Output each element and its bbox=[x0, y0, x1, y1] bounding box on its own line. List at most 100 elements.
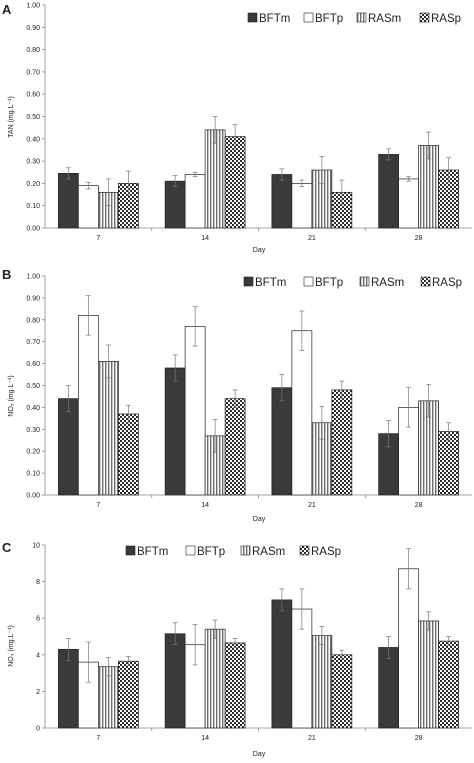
x-tick-label: 7 bbox=[96, 235, 100, 242]
chart-panel-c: NO₃ (mg.L⁻¹) Day BFTm BFTp RASm RASp 0 2 4… bbox=[8, 543, 472, 758]
bar-bftm bbox=[378, 647, 399, 729]
x-axis-title: Day bbox=[253, 751, 266, 758]
legend: BFTm BFTp RASm RASp bbox=[243, 276, 462, 289]
legend-swatch-bftm bbox=[125, 545, 136, 556]
bar-bftm bbox=[271, 599, 293, 729]
bar-bftm bbox=[58, 398, 79, 496]
legend-label-rasp: RASp bbox=[432, 277, 462, 289]
legend-label-bftp: BFTp bbox=[197, 546, 225, 558]
bar-bftp bbox=[78, 185, 99, 229]
x-tick-label: 14 bbox=[201, 735, 209, 742]
panel-letter-b: B bbox=[2, 267, 11, 282]
bar-rasm bbox=[418, 620, 439, 729]
y-tick-label: 0.10 bbox=[26, 203, 40, 210]
x-axis-title: Day bbox=[253, 247, 266, 254]
bar-bftp bbox=[398, 568, 419, 729]
y-tick-label: 0.60 bbox=[26, 92, 40, 99]
legend-label-bftm: BFTm bbox=[259, 13, 290, 25]
bar-rasm bbox=[204, 129, 226, 229]
x-tick-label: 28 bbox=[415, 235, 423, 242]
legend-label-rasm: RASm bbox=[371, 277, 404, 289]
bar-bftm bbox=[164, 180, 186, 229]
y-tick-label: 0.80 bbox=[26, 47, 40, 54]
x-tick-label: 14 bbox=[201, 502, 209, 509]
legend-swatch-rasm bbox=[240, 545, 251, 556]
y-tick-label: 6 bbox=[36, 616, 40, 623]
legend-swatch-rasp bbox=[420, 276, 431, 287]
y-tick-label: 0.70 bbox=[26, 339, 40, 346]
legend-label-bftm: BFTm bbox=[137, 546, 168, 558]
x-tick-label: 7 bbox=[96, 502, 100, 509]
y-tick-label: 0 bbox=[36, 726, 40, 733]
panel-letter-a: A bbox=[2, 2, 12, 17]
bar-bftm bbox=[164, 367, 186, 496]
x-tick-label: 14 bbox=[201, 235, 209, 242]
bar-bftm bbox=[271, 174, 293, 229]
y-tick-label: 0.10 bbox=[26, 471, 40, 478]
y-tick-label: 0.20 bbox=[26, 449, 40, 456]
x-tick-label: 7 bbox=[96, 735, 100, 742]
y-tick-label: 0.20 bbox=[26, 181, 40, 188]
legend-swatch-bftp bbox=[303, 12, 314, 23]
y-tick-label: 0.30 bbox=[26, 427, 40, 434]
legend-label-bftp: BFTp bbox=[315, 277, 343, 289]
y-tick-label: 0.30 bbox=[26, 159, 40, 166]
legend-swatch-rasm bbox=[359, 276, 370, 287]
y-axis-title: TAN (mg.L⁻¹) bbox=[8, 96, 15, 138]
y-tick-label: 4 bbox=[36, 652, 40, 659]
chart-panel-b: NO₂ (mg.L⁻¹) Day BFTm BFTp RASm RASp 0.0… bbox=[8, 274, 472, 523]
bar-bftp bbox=[184, 326, 206, 496]
y-tick-label: 0.80 bbox=[26, 317, 40, 324]
bar-bftp bbox=[291, 183, 313, 229]
legend-label-bftp: BFTp bbox=[315, 13, 343, 25]
y-tick-label: 0.00 bbox=[26, 493, 40, 500]
bar-bftp bbox=[398, 178, 419, 229]
bar-rasm bbox=[204, 628, 226, 729]
legend-label-bftm: BFTm bbox=[255, 277, 286, 289]
bar-bftm bbox=[271, 387, 293, 496]
y-tick-label: 0.70 bbox=[26, 69, 40, 76]
bar-bftm bbox=[58, 173, 79, 229]
bar-bftp bbox=[78, 315, 99, 496]
bar-rasp bbox=[331, 654, 353, 729]
legend-label-rasm: RASm bbox=[252, 546, 285, 558]
legend-label-rasp: RASp bbox=[431, 13, 461, 25]
y-tick-label: 0.90 bbox=[26, 295, 40, 302]
x-tick-label: 28 bbox=[415, 735, 423, 742]
bar-rasp bbox=[224, 642, 246, 729]
legend-swatch-rasp bbox=[419, 12, 430, 23]
y-tick-label: 0.40 bbox=[26, 405, 40, 412]
bar-bftp bbox=[291, 330, 313, 496]
x-axis-title: Day bbox=[253, 516, 266, 523]
y-tick-label: 0.90 bbox=[26, 25, 40, 32]
bar-rasp bbox=[438, 431, 459, 496]
legend-swatch-bftp bbox=[185, 545, 196, 556]
y-tick-label: 0.50 bbox=[26, 114, 40, 121]
y-tick-label: 8 bbox=[36, 579, 40, 586]
bar-rasm bbox=[311, 635, 333, 729]
panel-b: B NO₂ (mg.L⁻¹) Day BFTm BFTp RASm RASp 0… bbox=[2, 267, 472, 523]
bar-bftm bbox=[164, 633, 186, 729]
y-tick-label: 0.00 bbox=[26, 226, 40, 233]
y-tick-label: 0.40 bbox=[26, 136, 40, 143]
bar-rasp bbox=[438, 640, 459, 729]
bar-rasp bbox=[331, 389, 353, 496]
y-tick-label: 0.50 bbox=[26, 383, 40, 390]
bar-rasp bbox=[224, 398, 246, 496]
legend: BFTm BFTp RASm RASp bbox=[247, 12, 461, 25]
y-tick-label: 1.00 bbox=[26, 274, 40, 281]
x-tick-label: 21 bbox=[308, 502, 316, 509]
legend-swatch-rasp bbox=[299, 545, 310, 556]
panel-c: C NO₃ (mg.L⁻¹) Day BFTm BFTp RASm RASp 0… bbox=[2, 540, 472, 758]
legend-swatch-rasm bbox=[356, 12, 367, 23]
bar-rasp bbox=[118, 413, 139, 496]
chart-panel-a: TAN (mg.L⁻¹) Day BFTm BFTp RASm RASp 0.0… bbox=[8, 3, 472, 254]
legend-swatch-bftm bbox=[247, 12, 258, 23]
x-tick-label: 28 bbox=[415, 502, 423, 509]
y-axis-title: NO₃ (mg.L⁻¹) bbox=[8, 625, 15, 667]
bar-rasp bbox=[118, 660, 139, 729]
panel-a: A TAN (mg.L⁻¹) Day BFTm BFTp RASm RASp 0… bbox=[2, 2, 472, 254]
bar-rasp bbox=[224, 136, 246, 229]
